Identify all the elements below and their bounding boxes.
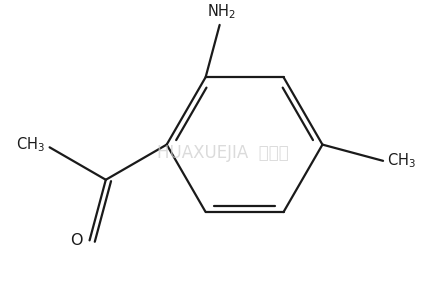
Text: CH$_3$: CH$_3$ [16,136,45,154]
Text: CH$_3$: CH$_3$ [387,151,416,170]
Text: O: O [70,233,83,248]
Text: HUAXUEJIA  化学加: HUAXUEJIA 化学加 [157,144,289,162]
Text: NH$_2$: NH$_2$ [207,2,236,20]
